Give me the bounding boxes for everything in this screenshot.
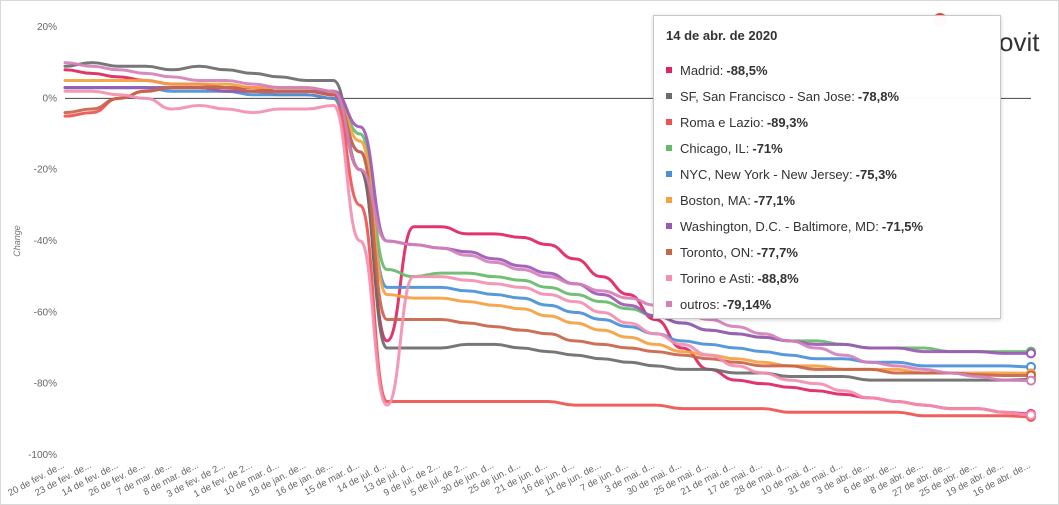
y-tick-label: 20%: [37, 22, 57, 33]
y-axis-label: Change: [12, 225, 22, 257]
y-tick-label: -80%: [34, 379, 57, 390]
tooltip-series-value: -79,14%: [722, 296, 772, 312]
brand-text: ovit: [999, 27, 1040, 57]
tooltip-row: Madrid: -88,5%: [666, 57, 988, 83]
y-tick-label: -20%: [34, 165, 57, 176]
series-layer: [63, 61, 1036, 422]
tooltip-series-value: -77,7%: [756, 244, 798, 260]
series-color-marker-icon: [666, 93, 672, 99]
tooltip: 14 de abr. de 2020 Madrid: -88,5% SF, San …: [653, 15, 1001, 319]
series-color-marker-icon: [666, 145, 672, 151]
tooltip-series-value: -78,8%: [857, 88, 900, 104]
tooltip-series-value: -71,5%: [881, 218, 924, 234]
tooltip-row: Roma e Lazio: -89,3%: [666, 109, 988, 135]
tooltip-row: Toronto, ON: -77,7%: [666, 239, 988, 265]
series-line[interactable]: [63, 61, 1033, 382]
y-tick-label: -100%: [28, 450, 57, 461]
series-color-marker-icon: [666, 119, 672, 125]
series-color-marker-icon: [666, 67, 672, 73]
tooltip-row: Washington, D.C. - Baltimore, MD: -71,5%: [666, 213, 988, 239]
tooltip-series-value: -71%: [752, 140, 783, 156]
series-end-point[interactable]: [1026, 375, 1036, 386]
tooltip-row: SF, San Francisco - San Jose: -78,8%: [666, 83, 988, 109]
tooltip-row: outros: -79,14%: [666, 291, 988, 317]
tooltip-series-label: Boston, MA:: [680, 192, 751, 208]
tooltip-series-label: Roma e Lazio:: [680, 114, 764, 130]
tooltip-series-label: outros:: [680, 296, 720, 312]
tooltip-rows: Madrid: -88,5% SF, San Francisco - San Jos…: [666, 57, 988, 317]
tooltip-series-value: -88,5%: [726, 62, 768, 78]
y-axis: 20% 0% -20% -40% -60% -80% -100%: [28, 22, 57, 461]
tooltip-row: Boston, MA: -77,1%: [666, 187, 988, 213]
tooltip-series-label: Chicago, IL:: [680, 140, 750, 156]
series-color-marker-icon: [666, 223, 672, 229]
tooltip-series-label: Torino e Asti:: [680, 270, 755, 286]
y-tick-label: 0%: [43, 93, 58, 104]
tooltip-series-value: -88,8%: [757, 270, 799, 286]
tooltip-series-value: -89,3%: [766, 114, 809, 130]
tooltip-row: Chicago, IL: -71%: [666, 135, 988, 161]
tooltip-series-label: NYC, New York - New Jersey:: [680, 166, 853, 182]
tooltip-series-label: Toronto, ON:: [680, 244, 754, 260]
series-line[interactable]: [63, 86, 1033, 355]
tooltip-row: NYC, New York - New Jersey: -75,3%: [666, 161, 988, 187]
y-tick-label: -60%: [34, 307, 57, 318]
series-line[interactable]: [63, 86, 1033, 377]
y-tick-label: -40%: [34, 236, 57, 247]
tooltip-row: Torino e Asti: -88,8%: [666, 265, 988, 291]
series-line[interactable]: [63, 89, 1033, 417]
series-line[interactable]: [63, 61, 1033, 383]
series-color-marker-icon: [666, 197, 672, 203]
series-color-marker-icon: [666, 275, 672, 281]
tooltip-title: 14 de abr. de 2020: [666, 28, 778, 43]
series-color-marker-icon: [666, 171, 672, 177]
x-axis: 20 de fev. de...23 de fev. de...14 de fe…: [6, 460, 1032, 500]
series-end-point[interactable]: [1026, 410, 1036, 421]
tooltip-series-value: -75,3%: [855, 166, 897, 182]
series-color-marker-icon: [666, 249, 672, 255]
tooltip-series-value: -77,1%: [753, 192, 796, 208]
tooltip-series-label: SF, San Francisco - San Jose:: [680, 88, 855, 104]
series-end-point[interactable]: [1026, 348, 1036, 359]
series-color-marker-icon: [666, 301, 672, 307]
tooltip-series-label: Madrid:: [680, 62, 724, 78]
tooltip-series-label: Washington, D.C. - Baltimore, MD:: [680, 218, 879, 234]
